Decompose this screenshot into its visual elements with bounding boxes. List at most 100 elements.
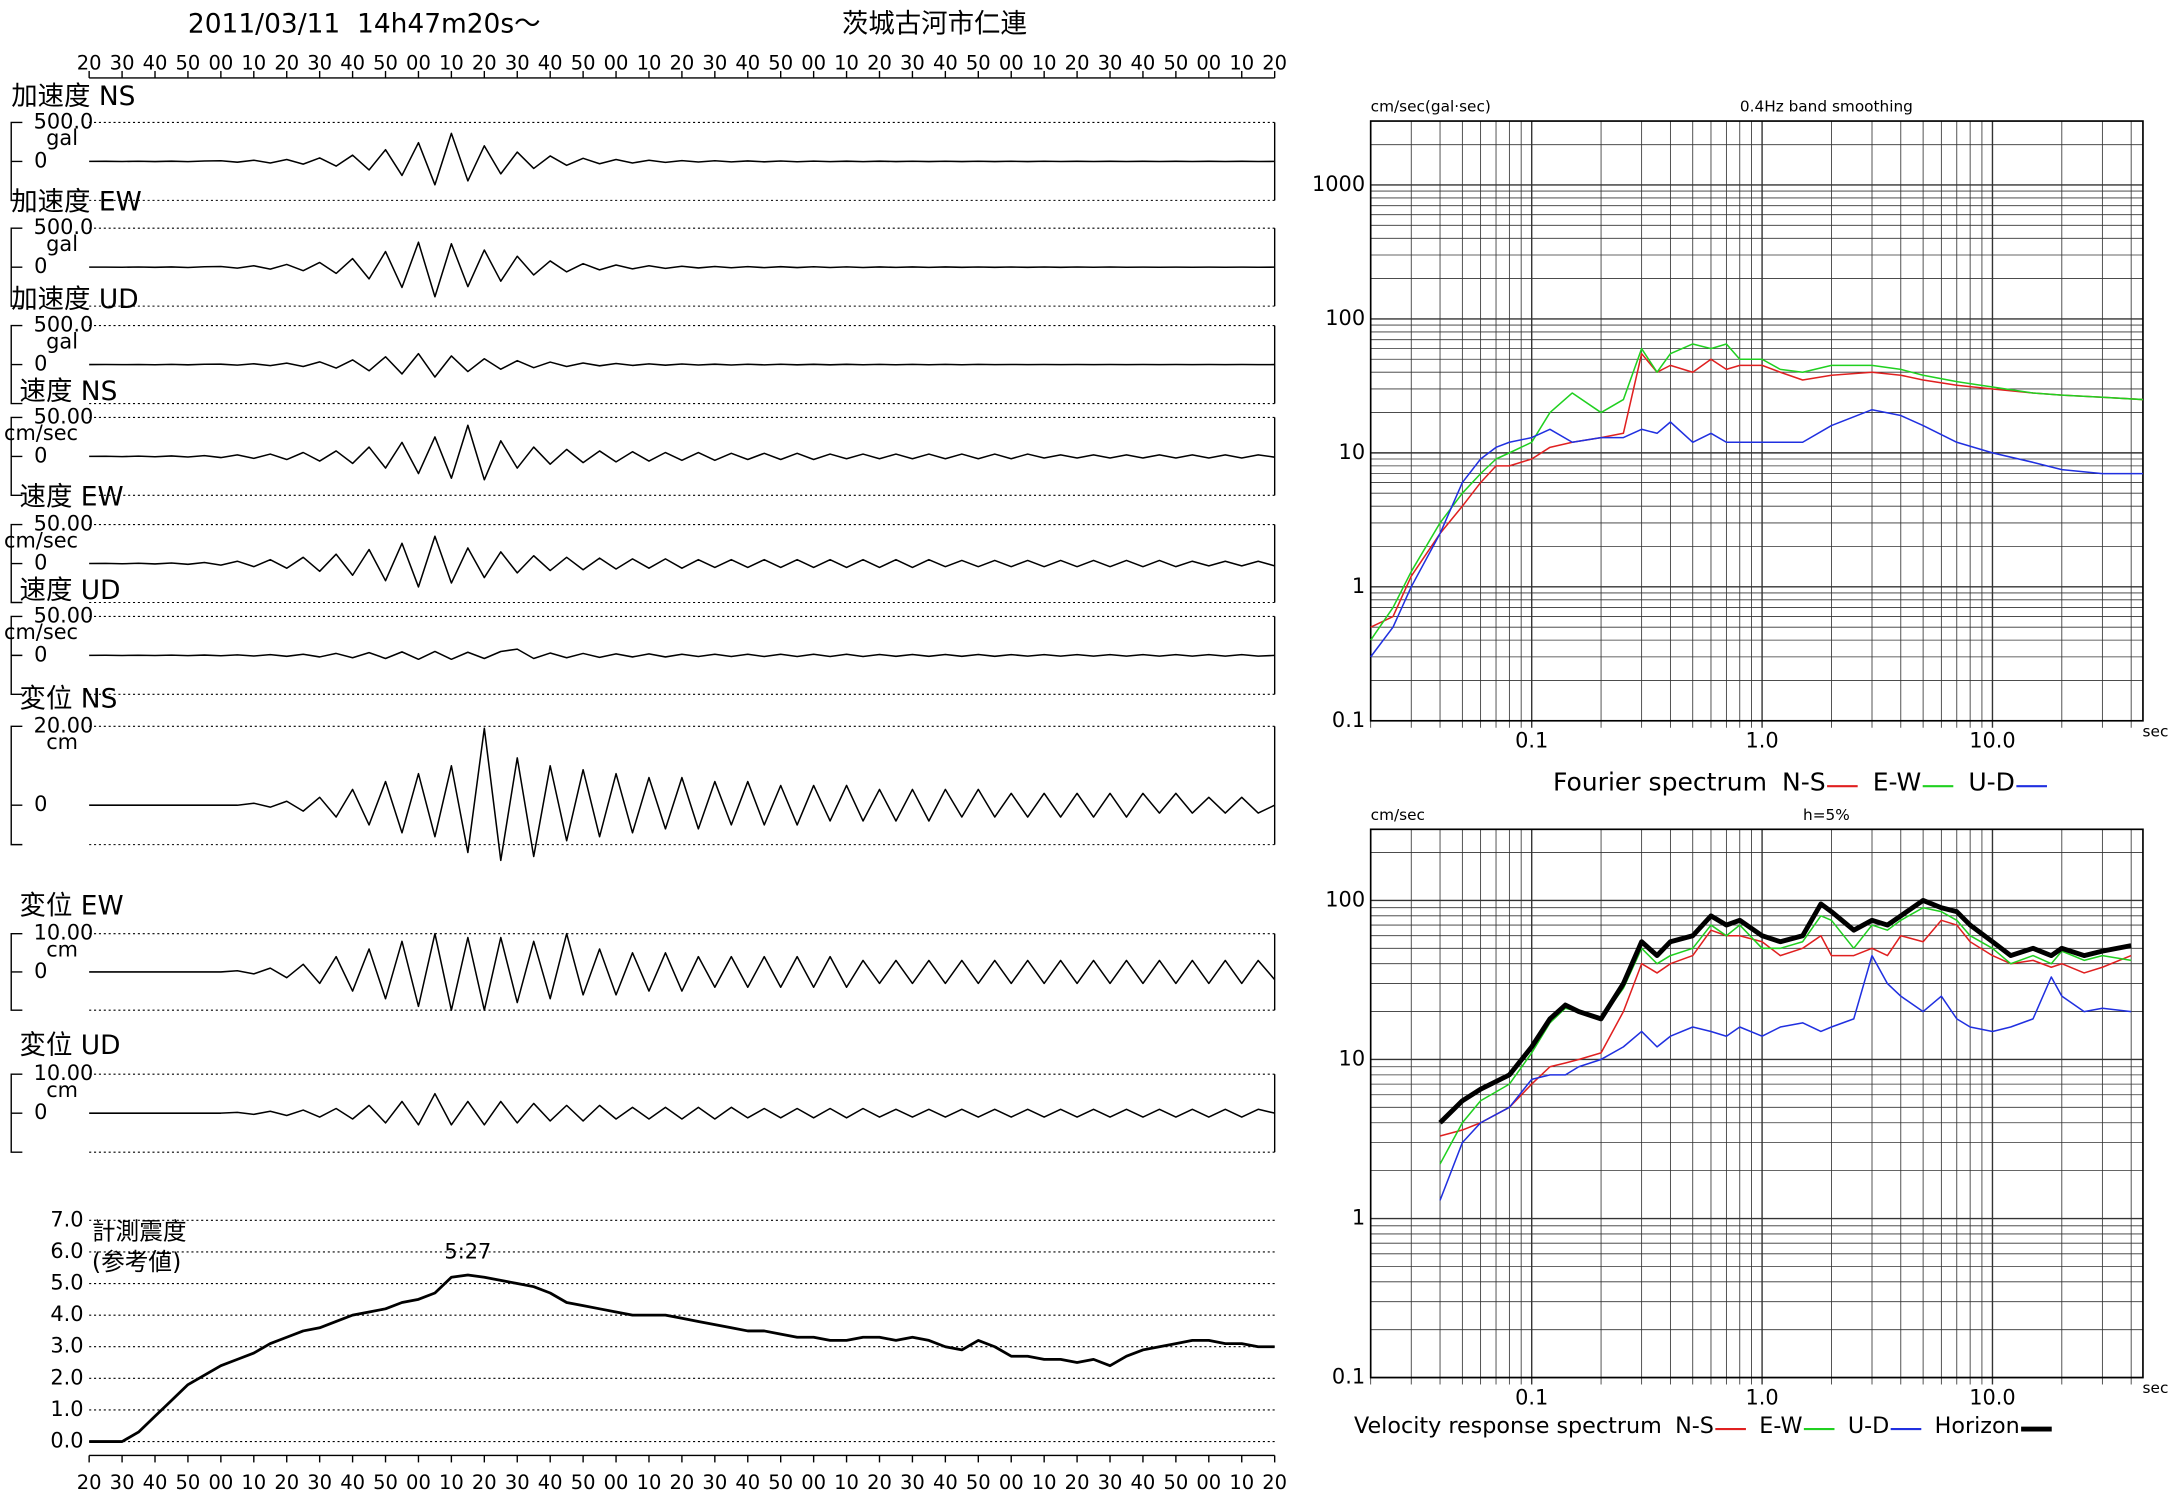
time-tick-label: 30 <box>505 1471 530 1494</box>
series-line <box>1438 897 2132 1125</box>
legend-label: E-W <box>1759 1413 1802 1439</box>
panel-bracket <box>10 324 23 405</box>
time-tick-label: 10 <box>1229 52 1254 75</box>
time-tick-label: 20 <box>670 52 695 75</box>
y-tick-label: 0.1 <box>1332 708 1365 732</box>
time-tick-label: 10 <box>1032 52 1057 75</box>
time-tick-label: 20 <box>274 1471 299 1494</box>
time-tick-label: 00 <box>1196 1471 1221 1494</box>
panel-label: 変位 NS <box>20 683 118 714</box>
y-tick-label: 0 <box>34 1100 47 1124</box>
unit-label: cm/sec <box>4 528 78 552</box>
y-tick-label: 6.0 <box>50 1239 83 1263</box>
y-tick-label: 10.00 <box>34 1061 94 1085</box>
panel-bracket <box>10 121 23 202</box>
panel-bracket <box>10 523 23 604</box>
panel-label: 加速度 NS <box>11 81 135 112</box>
y-tick-label: 100 <box>1325 887 1365 911</box>
time-tick-label: 50 <box>966 52 991 75</box>
time-tick-label: 50 <box>176 1471 201 1494</box>
panel-bracket <box>10 725 23 846</box>
time-tick-label: 00 <box>406 52 431 75</box>
time-tick-label: 30 <box>110 52 135 75</box>
x-tick-label: 10.0 <box>1969 729 2015 753</box>
x-unit-label: sec <box>2143 722 2169 740</box>
waveform <box>89 132 1275 186</box>
y-tick-label: 500.0 <box>34 215 94 239</box>
peak-annotation: 5:27 <box>444 1240 491 1264</box>
time-tick-label: 20 <box>472 1471 497 1494</box>
time-tick-label: 40 <box>143 1471 168 1494</box>
unit-label: cm <box>46 730 78 754</box>
time-tick-label: 20 <box>274 52 299 75</box>
unit-label: cm/sec <box>4 421 78 445</box>
time-tick-label: 00 <box>999 52 1024 75</box>
time-tick-label: 00 <box>1196 52 1221 75</box>
y-tick-label: 0 <box>34 254 47 278</box>
time-tick-label: 50 <box>1163 1471 1188 1494</box>
time-tick-label: 50 <box>373 52 398 75</box>
intensity-line <box>89 1273 1275 1443</box>
time-tick-label: 30 <box>1098 52 1123 75</box>
time-tick-label: 40 <box>1131 1471 1156 1494</box>
time-tick-label: 10 <box>241 52 266 75</box>
time-tick-label: 40 <box>538 52 563 75</box>
y-tick-label: 0.1 <box>1332 1365 1365 1389</box>
time-tick-label: 10 <box>439 52 464 75</box>
plot-frame <box>1369 828 2144 1379</box>
legend-label: U-D <box>1848 1413 1889 1439</box>
time-tick-label: 20 <box>670 1471 695 1494</box>
legend-label: Horizon <box>1935 1413 2020 1439</box>
panel-bracket <box>10 932 23 1011</box>
time-tick-label: 40 <box>538 1471 563 1494</box>
y-tick-label: 2.0 <box>50 1365 83 1389</box>
y-tick-label: 3.0 <box>50 1334 83 1358</box>
time-tick-label: 40 <box>340 1471 365 1494</box>
waveform <box>89 1092 1275 1126</box>
waveform <box>89 241 1275 298</box>
y-tick-label: 5.0 <box>50 1271 83 1295</box>
y-tick-label: 0 <box>34 642 47 666</box>
time-tick-label: 10 <box>637 1471 662 1494</box>
panel-bracket <box>10 1073 23 1153</box>
panel-label: 速度 EW <box>20 482 124 513</box>
series-line <box>1439 954 2132 1201</box>
y-tick-label: 10 <box>1339 1046 1366 1070</box>
time-tick-label: 20 <box>77 1471 102 1494</box>
legend-title: Fourier spectrum <box>1553 767 1767 796</box>
y-tick-label: 1 <box>1352 574 1365 598</box>
unit-label: gal <box>46 329 78 353</box>
legend-label: N-S <box>1675 1413 1714 1439</box>
time-tick-label: 00 <box>801 1471 826 1494</box>
unit-label: cm/sec <box>4 620 78 644</box>
time-tick-label: 10 <box>1032 1471 1057 1494</box>
y-tick-label: 0 <box>34 959 47 983</box>
y-tick-label: 0 <box>34 148 47 172</box>
time-tick-label: 50 <box>176 52 201 75</box>
panel-label: 加速度 UD <box>11 284 138 315</box>
panel-label: 速度 UD <box>20 575 121 606</box>
time-tick-label: 50 <box>966 1471 991 1494</box>
y-tick-label: 0 <box>34 792 47 816</box>
panel-bracket <box>10 416 23 497</box>
intensity-label: (参考値) <box>92 1248 181 1276</box>
panel-label: 変位 UD <box>20 1030 121 1061</box>
y-tick-label: 50.00 <box>34 512 94 536</box>
legend-label: U-D <box>1968 767 2015 796</box>
chart-subtitle: h=5% <box>1803 806 1850 824</box>
y-tick-label: 1000 <box>1312 172 1365 196</box>
y-tick-label: 1 <box>1352 1206 1365 1230</box>
y-tick-label: 50.00 <box>34 404 94 428</box>
panel-label: 速度 NS <box>20 376 118 407</box>
time-tick-label: 50 <box>768 52 793 75</box>
series-line <box>1439 906 2132 1165</box>
time-tick-label: 20 <box>867 1471 892 1494</box>
x-tick-label: 0.1 <box>1515 1385 1548 1409</box>
time-tick-label: 40 <box>735 1471 760 1494</box>
time-tick-label: 10 <box>241 1471 266 1494</box>
x-unit-label: sec <box>2143 1379 2169 1397</box>
time-tick-label: 20 <box>1065 52 1090 75</box>
time-tick-label: 20 <box>1262 52 1287 75</box>
time-tick-label: 00 <box>604 1471 629 1494</box>
y-tick-label: 7.0 <box>50 1207 83 1231</box>
